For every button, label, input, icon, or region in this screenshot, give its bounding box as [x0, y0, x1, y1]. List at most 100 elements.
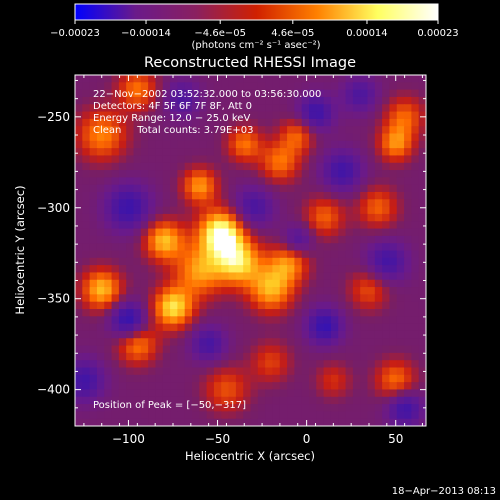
- heatmap-cell: [133, 418, 142, 426]
- heatmap-cell: [162, 228, 171, 237]
- heatmap-cell: [228, 257, 237, 266]
- heatmap-cell: [133, 133, 142, 142]
- heatmap-cell: [272, 265, 281, 274]
- heatmap-cell: [221, 199, 230, 208]
- heatmap-cell: [89, 192, 98, 200]
- heatmap-cell: [418, 404, 426, 412]
- heatmap-cell: [338, 199, 347, 208]
- heatmap-cell: [243, 184, 252, 193]
- heatmap-cell: [118, 338, 127, 347]
- heatmap-cell: [235, 118, 244, 127]
- heatmap-cell: [272, 396, 281, 405]
- heatmap-cell: [257, 404, 266, 412]
- heatmap-cell: [111, 418, 120, 426]
- heatmap-cell: [199, 323, 208, 332]
- heatmap-cell: [148, 316, 157, 325]
- heatmap-cell: [323, 148, 332, 157]
- heatmap-cell: [89, 75, 98, 83]
- heatmap-cell: [323, 396, 332, 405]
- heatmap-cell: [206, 382, 215, 391]
- heatmap-cell: [199, 316, 208, 325]
- heatmap-cell: [345, 367, 354, 376]
- heatmap-cell: [155, 96, 164, 105]
- heatmap-cell: [162, 360, 171, 369]
- heatmap-cell: [206, 199, 215, 208]
- heatmap-cell: [126, 316, 135, 325]
- heatmap-cell: [396, 309, 405, 317]
- heatmap-cell: [411, 411, 420, 420]
- heatmap-cell: [411, 250, 420, 259]
- heatmap-cell: [330, 89, 339, 98]
- timestamp: 18−Apr−2013 08:13: [392, 486, 496, 497]
- heatmap-cell: [228, 352, 237, 361]
- heatmap-cell: [162, 323, 171, 332]
- heatmap-cell: [96, 316, 105, 325]
- heatmap-cell: [389, 309, 398, 317]
- heatmap-cell: [111, 235, 120, 244]
- heatmap-cell: [360, 221, 369, 230]
- heatmap-cell: [396, 272, 405, 281]
- heatmap-cell: [96, 177, 105, 186]
- heatmap-cell: [89, 374, 98, 383]
- heatmap-cell: [126, 192, 135, 200]
- heatmap-cell: [199, 418, 208, 426]
- heatmap-cell: [104, 148, 113, 157]
- heatmap-cell: [133, 257, 142, 266]
- heatmap-cell: [279, 367, 288, 376]
- heatmap-cell: [104, 309, 113, 317]
- heatmap-cell: [243, 287, 252, 295]
- heatmap-cell: [133, 177, 142, 186]
- heatmap-cell: [192, 389, 200, 398]
- heatmap-cell: [382, 360, 391, 369]
- heatmap-cell: [250, 213, 259, 222]
- heatmap-cell: [184, 104, 193, 113]
- heatmap-cell: [294, 228, 303, 237]
- heatmap-cell: [316, 235, 325, 244]
- heatmap-cell: [345, 89, 354, 98]
- heatmap-cell: [235, 177, 244, 186]
- heatmap-cell: [96, 155, 105, 164]
- heatmap-cell: [148, 345, 157, 354]
- heatmap-cell: [418, 265, 426, 274]
- heatmap-cell: [228, 75, 237, 83]
- heatmap-cell: [301, 250, 310, 259]
- heatmap-cell: [111, 367, 120, 376]
- heatmap-cell: [272, 162, 281, 171]
- heatmap-cell: [352, 206, 361, 215]
- heatmap-cell: [360, 155, 369, 164]
- heatmap-cell: [360, 104, 369, 113]
- heatmap-cell: [367, 162, 376, 171]
- heatmap-cell: [316, 118, 325, 127]
- heatmap-cell: [345, 228, 354, 237]
- heatmap-cell: [140, 279, 149, 288]
- heatmap-cell: [170, 265, 178, 274]
- heatmap-cell: [404, 228, 412, 237]
- heatmap-cell: [155, 118, 164, 127]
- heatmap-cell: [389, 148, 398, 157]
- heatmap-cell: [206, 133, 215, 142]
- heatmap-cell: [294, 111, 303, 120]
- heatmap-cell: [287, 243, 295, 252]
- heatmap-cell: [155, 316, 164, 325]
- heatmap-cell: [294, 148, 303, 157]
- heatmap-cell: [126, 89, 135, 98]
- heatmap-cell: [411, 382, 420, 391]
- heatmap-cell: [148, 360, 157, 369]
- heatmap-cell: [213, 287, 222, 295]
- heatmap-cell: [309, 235, 317, 244]
- heatmap-cell: [301, 345, 310, 354]
- heatmap-cell: [389, 155, 398, 164]
- heatmap-cell: [367, 352, 376, 361]
- heatmap-cell: [155, 206, 164, 215]
- heatmap-cell: [148, 309, 157, 317]
- heatmap-cell: [213, 96, 222, 105]
- heatmap-cell: [243, 250, 252, 259]
- heatmap-cell: [396, 140, 405, 149]
- heatmap-cell: [82, 411, 91, 420]
- heatmap-cell: [140, 228, 149, 237]
- heatmap-cell: [367, 96, 376, 105]
- heatmap-cell: [75, 411, 83, 420]
- heatmap-cell: [199, 272, 208, 281]
- heatmap-cell: [184, 206, 193, 215]
- heatmap-cell: [316, 170, 325, 178]
